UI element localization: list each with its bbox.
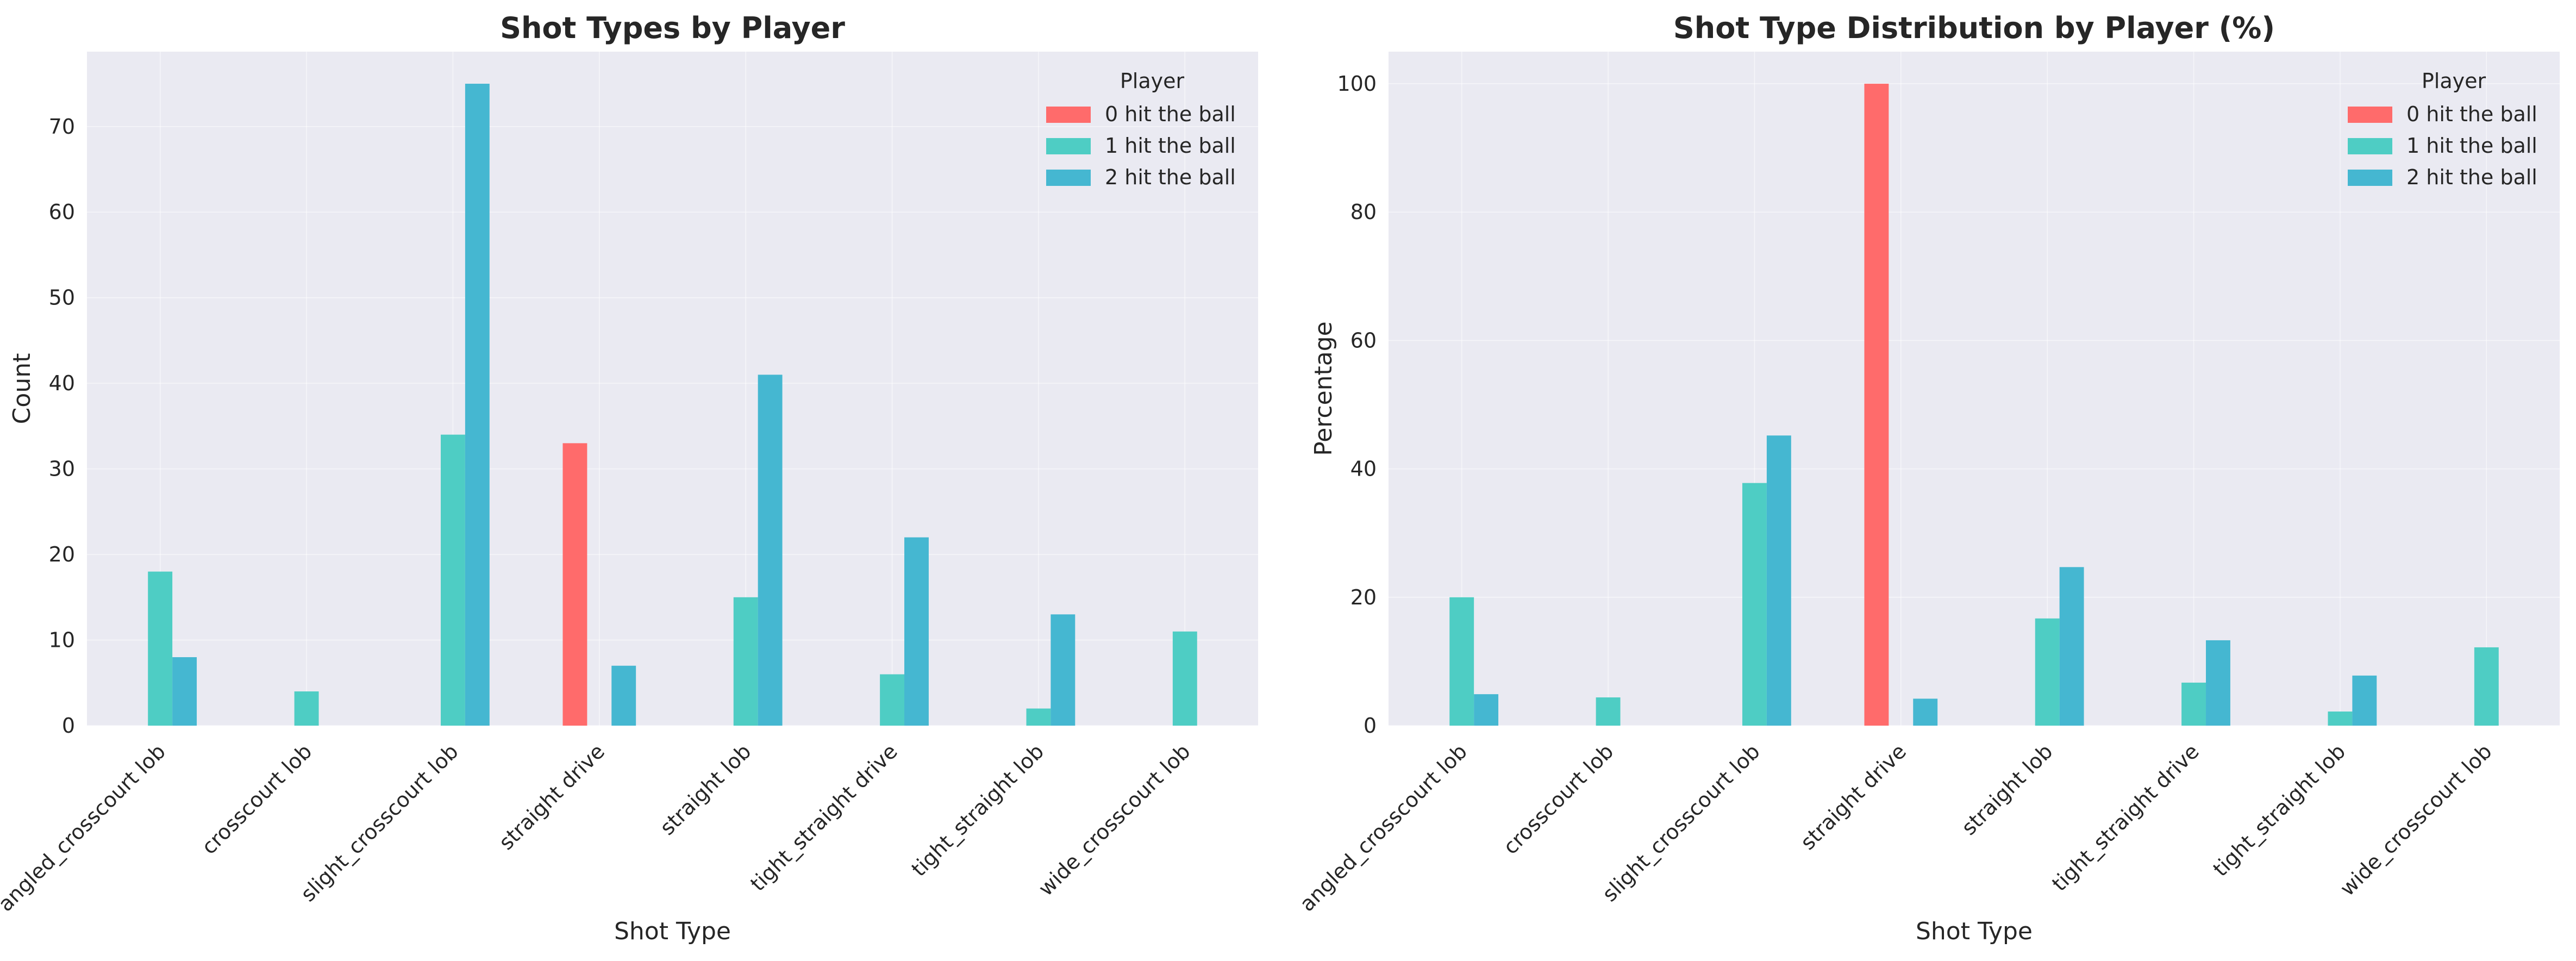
bar-2-hit-the-ball-tight-straight-drive <box>2206 640 2230 726</box>
bar-0-hit-the-ball-straight-drive <box>1864 84 1889 726</box>
x-tick-label: tight_straight drive <box>2047 739 2204 896</box>
bar-2-hit-the-ball-straight-lob <box>758 375 783 726</box>
legend-label-2-hit-the-ball: 2 hit the ball <box>2406 165 2537 189</box>
chart-shot-types-percentage: 0 20 40 60 80 100 angled_crosscourt lob crossco… <box>1295 11 2560 945</box>
legend-label-1-hit-the-ball: 1 hit the ball <box>1105 134 1236 158</box>
bar-2-hit-the-ball-straight-drive <box>1913 698 1938 726</box>
x-tick-label: angled_crosscourt lob <box>1295 739 1472 916</box>
legend-title: Player <box>2422 69 2486 93</box>
legend-label-2-hit-the-ball: 2 hit the ball <box>1105 165 1236 189</box>
y-tick-label: 40 <box>49 371 75 395</box>
bar-0-hit-the-ball-straight-drive <box>562 443 587 726</box>
x-tick-label: slight_crosscourt lob <box>1598 739 1765 906</box>
x-tick-label: crosscourt lob <box>1498 739 1618 859</box>
legend-label-1-hit-the-ball: 1 hit the ball <box>2406 134 2537 158</box>
bar-1-hit-the-ball-tight-straight-lob <box>1026 708 1051 726</box>
x-tick-label: tight_straight lob <box>2208 739 2350 881</box>
chart-shot-types-count: 0 10 20 30 40 50 60 70 angled_crosscourt lob cros… <box>0 11 1258 945</box>
bar-1-hit-the-ball-straight-lob <box>733 597 758 726</box>
bar-1-hit-the-ball-angled-crosscourt-lob <box>1449 597 1474 726</box>
y-tick-label: 0 <box>62 714 75 738</box>
y-tick-label: 80 <box>1350 200 1377 224</box>
bar-1-hit-the-ball-angled-crosscourt-lob <box>148 571 173 726</box>
bar-2-hit-the-ball-slight-crosscourt-lob <box>465 84 490 726</box>
legend: Player 0 hit the ball 1 hit the ball 2 hit … <box>1046 69 1236 189</box>
bar-1-hit-the-ball-straight-lob <box>2035 618 2060 726</box>
bar-1-hit-the-ball-wide-crosscourt-lob <box>2474 647 2499 726</box>
bar-2-hit-the-ball-straight-lob <box>2059 567 2084 726</box>
legend-swatch-2-hit-the-ball <box>2348 170 2392 186</box>
bar-1-hit-the-ball-slight-crosscourt-lob <box>1742 483 1767 726</box>
chart-title: Shot Types by Player <box>500 11 845 45</box>
y-tick-label: 10 <box>49 628 75 652</box>
chart-title: Shot Type Distribution by Player (%) <box>1673 11 2275 45</box>
bar-2-hit-the-ball-angled-crosscourt-lob <box>1474 694 1499 726</box>
x-tick-label: angled_crosscourt lob <box>0 739 170 916</box>
y-axis-label: Count <box>8 353 36 425</box>
x-tick-label: wide_crosscourt lob <box>2335 739 2497 901</box>
bar-2-hit-the-ball-straight-drive <box>611 665 636 726</box>
legend-label-0-hit-the-ball: 0 hit the ball <box>2406 102 2537 126</box>
x-tick-label: tight_straight lob <box>906 739 1048 881</box>
x-tick-label: crosscourt lob <box>197 739 316 859</box>
y-tick-label: 0 <box>1364 714 1377 738</box>
y-tick-label: 60 <box>49 200 75 224</box>
bar-1-hit-the-ball-wide-crosscourt-lob <box>1172 631 1197 726</box>
x-axis-label: Shot Type <box>1916 918 2033 945</box>
x-tick-label: tight_straight drive <box>746 739 902 896</box>
legend-swatch-2-hit-the-ball <box>1046 170 1091 186</box>
x-tick-label: straight drive <box>1796 739 1911 854</box>
y-tick-label: 60 <box>1350 328 1377 352</box>
bar-2-hit-the-ball-slight-crosscourt-lob <box>1766 435 1791 726</box>
bar-2-hit-the-ball-tight-straight-lob <box>2352 675 2377 726</box>
bar-2-hit-the-ball-angled-crosscourt-lob <box>172 657 197 726</box>
bar-1-hit-the-ball-tight-straight-lob <box>2328 712 2353 726</box>
y-tick-label: 30 <box>49 457 75 481</box>
legend-swatch-0-hit-the-ball <box>2348 107 2392 123</box>
x-tick-label: straight lob <box>655 739 756 840</box>
legend-swatch-1-hit-the-ball <box>2348 138 2392 154</box>
bar-2-hit-the-ball-tight-straight-drive <box>904 537 929 726</box>
y-tick-label: 20 <box>49 542 75 566</box>
legend-swatch-1-hit-the-ball <box>1046 138 1091 154</box>
x-tick-label: straight drive <box>494 739 609 854</box>
y-tick-label: 100 <box>1337 72 1377 96</box>
legend-swatch-0-hit-the-ball <box>1046 107 1091 123</box>
y-axis-label: Percentage <box>1310 321 1337 456</box>
plot-area <box>87 52 1258 726</box>
bar-1-hit-the-ball-tight-straight-drive <box>880 674 905 726</box>
legend: Player 0 hit the ball 1 hit the ball 2 hit … <box>2348 69 2537 189</box>
bar-1-hit-the-ball-slight-crosscourt-lob <box>440 434 465 726</box>
x-axis-label: Shot Type <box>614 918 731 945</box>
x-tick-label: slight_crosscourt lob <box>296 739 463 906</box>
y-tick-label: 40 <box>1350 457 1377 481</box>
bar-1-hit-the-ball-crosscourt-lob <box>1596 697 1621 726</box>
bar-1-hit-the-ball-tight-straight-drive <box>2181 682 2206 726</box>
bar-2-hit-the-ball-tight-straight-lob <box>1051 614 1076 726</box>
y-tick-label: 50 <box>49 286 75 310</box>
x-tick-label: wide_crosscourt lob <box>1034 739 1195 901</box>
plot-area <box>1389 52 2560 726</box>
y-tick-label: 70 <box>49 115 75 139</box>
legend-label-0-hit-the-ball: 0 hit the ball <box>1105 102 1236 126</box>
x-tick-label: straight lob <box>1957 739 2058 840</box>
y-tick-label: 20 <box>1350 585 1377 609</box>
legend-title: Player <box>1120 69 1185 93</box>
bar-1-hit-the-ball-crosscourt-lob <box>294 691 319 726</box>
